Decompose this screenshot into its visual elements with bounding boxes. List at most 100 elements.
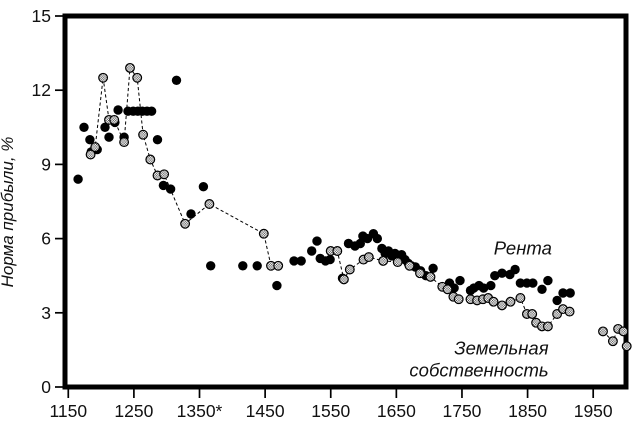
rent-point <box>186 209 196 219</box>
land-point <box>109 114 120 125</box>
x-axis-tick-label: 1850 <box>508 401 547 421</box>
land-point <box>505 296 516 307</box>
rent-point <box>296 256 306 266</box>
land-point <box>180 218 191 229</box>
x-axis-tick-label: 1950 <box>574 401 613 421</box>
rent-point <box>113 105 123 115</box>
land-point <box>392 257 403 268</box>
annotation-rent-label: Рента <box>494 238 552 259</box>
rent-point <box>565 288 575 298</box>
rent-point <box>325 254 335 265</box>
land-point <box>98 72 109 83</box>
y-axis-tick-label: 15 <box>32 6 51 26</box>
rent-point <box>198 182 209 192</box>
land-point <box>258 228 269 239</box>
land-point <box>159 169 170 180</box>
land-point <box>415 268 425 279</box>
rent-point <box>510 264 520 275</box>
y-axis-title: Норма прибыли, % <box>0 137 17 288</box>
land-point <box>119 137 130 148</box>
rent-point <box>85 135 95 145</box>
rent-point <box>79 122 89 132</box>
rent-point <box>537 284 547 294</box>
y-axis-tick-label: 12 <box>32 80 51 100</box>
land-point <box>621 341 632 352</box>
rent-series <box>73 75 575 306</box>
y-axis-tick-label: 0 <box>41 377 51 397</box>
rent-point <box>428 263 438 273</box>
rent-point <box>238 261 248 271</box>
y-axis-tick-label: 6 <box>41 229 51 249</box>
land-point <box>527 309 538 319</box>
land-point <box>363 252 374 263</box>
land-point <box>132 72 143 83</box>
rent-point <box>455 275 465 286</box>
land-series-line <box>90 66 279 267</box>
rent-point <box>171 75 182 86</box>
land-point <box>425 271 436 282</box>
rent-point <box>152 135 163 145</box>
land-point <box>607 336 618 347</box>
rent-point <box>490 271 500 281</box>
rent-point <box>272 280 282 291</box>
x-axis-tick-label: 1450 <box>246 401 285 421</box>
x-axis-tick-label: 1550 <box>311 401 350 421</box>
annotation-text-line: Рента <box>494 238 552 259</box>
rent-point <box>486 280 496 291</box>
land-point <box>488 296 499 307</box>
rent-point <box>528 278 538 288</box>
rent-point <box>312 236 322 246</box>
rent-point <box>558 288 568 298</box>
land-point <box>145 154 156 165</box>
land-point <box>453 294 464 305</box>
plot-border <box>62 13 629 390</box>
rent-point <box>355 238 365 249</box>
y-axis: 0 3 6 9 12 15 <box>32 6 63 397</box>
rent-point <box>552 295 562 306</box>
rent-point <box>206 261 216 271</box>
land-point <box>125 62 135 73</box>
land-point <box>598 326 608 337</box>
x-axis-tick-label: 1650 <box>377 401 416 421</box>
land-point <box>204 199 215 209</box>
land-point <box>138 129 149 140</box>
land-point <box>442 284 453 295</box>
y-axis-tick-label: 3 <box>41 303 51 323</box>
y-axis-tick-label: 9 <box>41 154 51 174</box>
rent-point <box>146 106 157 116</box>
rent-point <box>165 184 176 194</box>
rent-point <box>252 261 262 271</box>
annotation-text-line: собственность <box>409 359 548 380</box>
land-point <box>90 142 101 153</box>
rent-point <box>543 275 553 286</box>
land-point <box>338 274 349 285</box>
rent-point <box>478 283 489 293</box>
annotation-text-line: Земельная <box>454 337 548 358</box>
land-series-line-group <box>90 66 628 347</box>
x-axis-tick-label: 1350* <box>177 401 223 421</box>
rent-point <box>100 122 110 132</box>
rent-point <box>104 132 114 142</box>
x-axis-tick-label: 1750 <box>442 401 481 421</box>
rent-point <box>515 278 526 288</box>
rent-point <box>73 174 83 184</box>
land-series <box>85 62 632 352</box>
rent-point <box>307 246 317 256</box>
land-point <box>378 255 389 266</box>
x-axis-tick-label: 1150 <box>49 401 87 421</box>
land-point <box>332 246 343 256</box>
rent-point <box>289 256 299 266</box>
land-point <box>564 306 575 317</box>
x-axis-tick-label: 1250 <box>114 401 153 421</box>
land-point <box>497 300 507 311</box>
land-point <box>273 260 284 271</box>
x-axis: 1150 1250 1350* 1450 1550 1650 1750 1850 1950 <box>49 389 613 421</box>
rent-point <box>372 233 382 244</box>
land-point <box>344 264 355 275</box>
rent-point <box>497 268 507 278</box>
land-point <box>618 326 629 337</box>
land-point <box>404 260 415 271</box>
land-point <box>515 293 526 303</box>
